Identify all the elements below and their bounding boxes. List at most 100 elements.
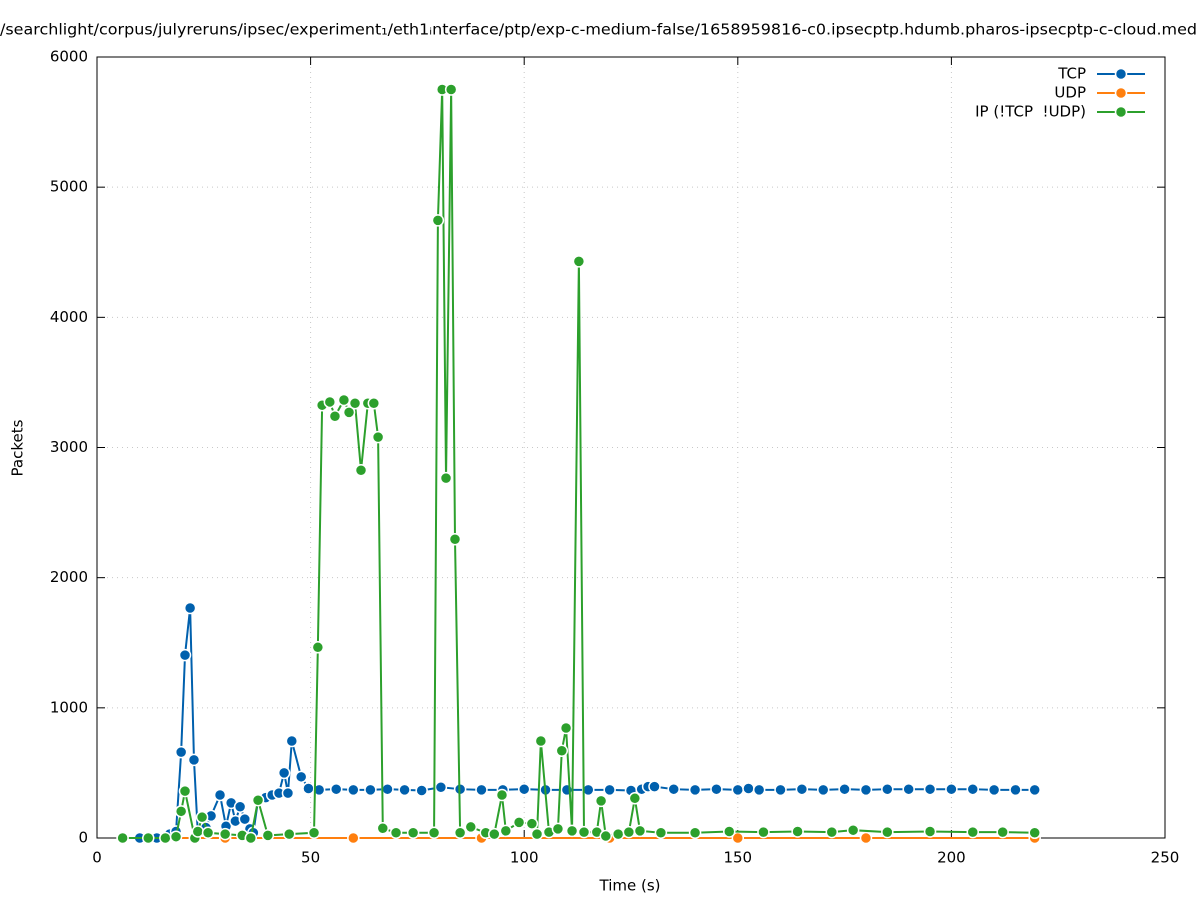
y-tick-label: 0 — [78, 829, 88, 847]
data-point — [881, 782, 894, 796]
data-point — [572, 255, 586, 268]
data-point — [611, 827, 625, 841]
data-point — [688, 826, 702, 840]
data-point — [752, 783, 766, 797]
data-point — [559, 721, 573, 735]
x-axis-label: Time (s) — [599, 877, 661, 895]
x-tick-label: 250 — [1151, 849, 1180, 867]
data-point — [530, 827, 544, 841]
data-point — [398, 783, 411, 797]
data-point — [389, 826, 403, 840]
series-line — [122, 89, 1035, 842]
data-point — [816, 783, 830, 797]
data-point — [996, 825, 1009, 839]
data-point — [688, 783, 702, 797]
data-point — [517, 782, 531, 796]
data-point — [488, 827, 501, 841]
data-point — [902, 782, 915, 796]
data-point — [159, 831, 172, 845]
data-point — [213, 788, 227, 802]
data-point — [757, 825, 770, 839]
data-point — [261, 829, 275, 842]
data-point — [427, 826, 441, 840]
data-point — [667, 782, 680, 796]
data-point — [654, 826, 668, 840]
data-point — [966, 825, 980, 839]
data-point — [795, 782, 809, 796]
y-tick-label: 2000 — [50, 568, 88, 586]
data-point — [323, 395, 337, 409]
data-point — [371, 430, 385, 444]
y-tick-label: 1000 — [50, 698, 88, 716]
data-point — [183, 601, 197, 615]
data-point — [195, 810, 209, 824]
data-point — [464, 820, 478, 834]
x-tick-label: 0 — [92, 849, 102, 867]
data-point — [178, 648, 192, 662]
legend-label: TCP — [1057, 65, 1086, 83]
data-point — [525, 817, 539, 830]
data-point — [169, 830, 183, 843]
data-point — [838, 782, 851, 796]
x-tick-label: 100 — [510, 849, 539, 867]
data-point — [987, 783, 1001, 797]
legend-marker — [1114, 67, 1128, 81]
data-point — [187, 753, 201, 767]
data-point — [439, 471, 453, 485]
y-tick-label: 3000 — [50, 438, 88, 456]
data-point — [364, 783, 377, 797]
data-point — [285, 734, 299, 748]
y-tick-label: 5000 — [50, 178, 88, 196]
data-point — [512, 816, 526, 829]
data-point — [251, 794, 265, 807]
data-point — [622, 825, 636, 839]
data-point — [859, 831, 873, 845]
data-point — [577, 825, 591, 839]
data-point — [329, 782, 343, 796]
data-point — [710, 782, 723, 796]
data-point — [238, 812, 252, 826]
data-point — [966, 782, 980, 796]
data-point — [859, 783, 873, 797]
data-point — [594, 794, 608, 808]
data-point — [648, 780, 661, 793]
data-point — [142, 831, 155, 845]
data-point — [881, 825, 894, 839]
data-point — [348, 396, 362, 410]
data-point — [218, 827, 232, 841]
data-point — [174, 745, 188, 759]
data-point — [448, 533, 462, 546]
data-point — [633, 824, 647, 838]
data-point — [277, 766, 291, 780]
data-point — [534, 734, 548, 748]
y-tick-label: 4000 — [50, 308, 88, 326]
data-point — [406, 826, 420, 840]
data-point — [376, 821, 390, 835]
data-point — [174, 805, 188, 818]
data-point — [731, 783, 745, 797]
x-tick-label: 200 — [937, 849, 966, 867]
data-point — [415, 784, 428, 797]
data-point — [381, 782, 394, 796]
data-point — [846, 823, 860, 837]
data-point — [178, 784, 192, 798]
y-axis-label: Packets — [9, 419, 27, 476]
data-point — [294, 770, 308, 784]
data-point — [774, 783, 787, 797]
data-point — [499, 824, 513, 838]
data-point — [628, 792, 642, 805]
legend-label: IP (!TCP !UDP) — [975, 103, 1086, 121]
data-point — [307, 826, 321, 840]
data-point — [244, 831, 258, 845]
data-point — [281, 786, 295, 800]
data-point — [354, 464, 368, 477]
data-point — [555, 744, 569, 758]
data-point — [1028, 826, 1041, 840]
data-point — [347, 783, 360, 797]
data-point — [116, 831, 129, 845]
legend-label: UDP — [1054, 84, 1086, 102]
data-point — [599, 829, 613, 843]
data-point — [453, 826, 467, 840]
data-point — [551, 822, 565, 836]
data-point — [337, 393, 351, 407]
